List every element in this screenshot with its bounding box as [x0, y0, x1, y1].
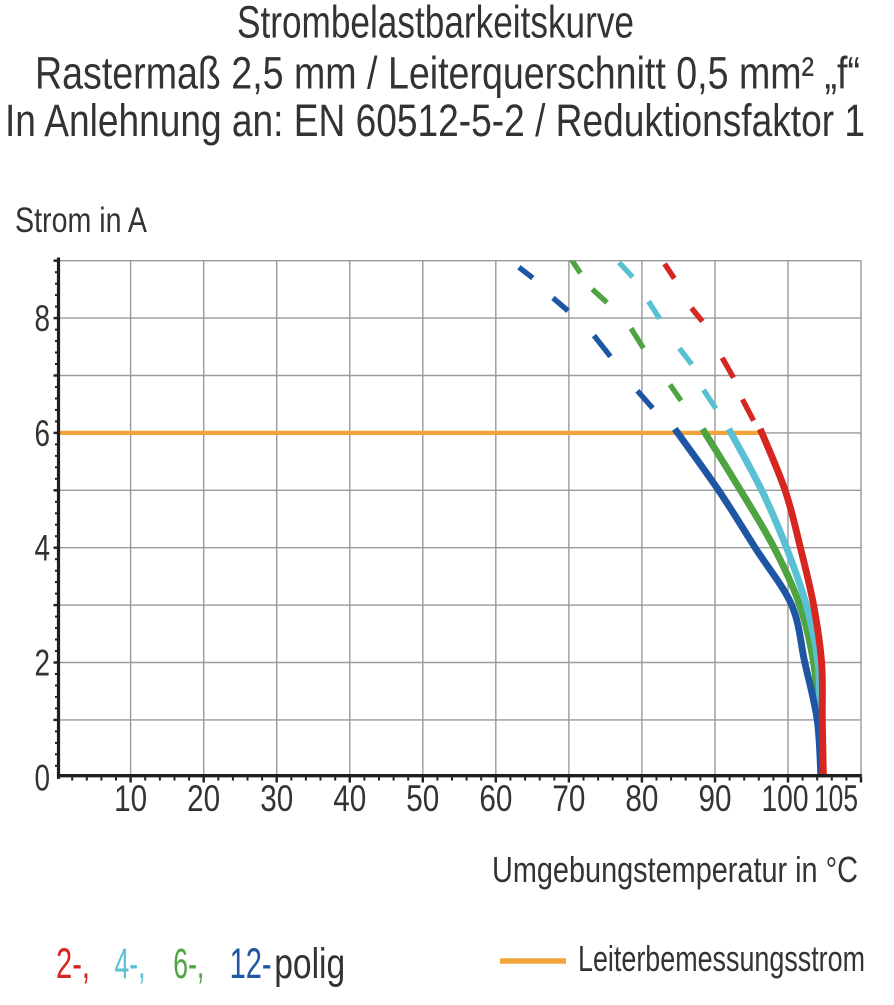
svg-text:8: 8 [35, 298, 51, 339]
svg-text:4-,: 4-, [115, 940, 146, 988]
svg-text:Strom in A: Strom in A [15, 201, 148, 240]
svg-text:Leiterbemessungsstrom: Leiterbemessungsstrom [578, 938, 865, 979]
svg-text:30: 30 [260, 778, 293, 819]
svg-text:2: 2 [35, 643, 51, 684]
svg-text:12-: 12- [230, 940, 272, 988]
svg-text:6-,: 6-, [173, 940, 204, 988]
svg-text:90: 90 [698, 778, 731, 819]
svg-text:4: 4 [35, 528, 51, 569]
svg-text:40: 40 [333, 778, 366, 819]
svg-text:0: 0 [35, 757, 51, 798]
svg-text:In Anlehnung an: EN 60512-5-2: In Anlehnung an: EN 60512-5-2 / Reduktio… [5, 95, 865, 146]
svg-text:Rastermaß 2,5 mm / Leiterquers: Rastermaß 2,5 mm / Leiterquerschnitt 0,5… [35, 48, 860, 99]
svg-text:10: 10 [114, 778, 147, 819]
svg-text:105: 105 [814, 778, 858, 819]
svg-text:100: 100 [762, 778, 809, 819]
svg-text:50: 50 [406, 778, 439, 819]
svg-text:6: 6 [35, 413, 51, 454]
svg-text:20: 20 [187, 778, 220, 819]
svg-text:80: 80 [625, 778, 658, 819]
svg-text:70: 70 [552, 778, 585, 819]
svg-text:Strombelastbarkeitskurve: Strombelastbarkeitskurve [237, 0, 634, 48]
svg-text:2-,: 2-, [56, 940, 90, 988]
svg-text:Umgebungstemperatur in °C: Umgebungstemperatur in °C [492, 849, 858, 890]
svg-text:60: 60 [479, 778, 512, 819]
svg-text:polig: polig [274, 940, 345, 988]
